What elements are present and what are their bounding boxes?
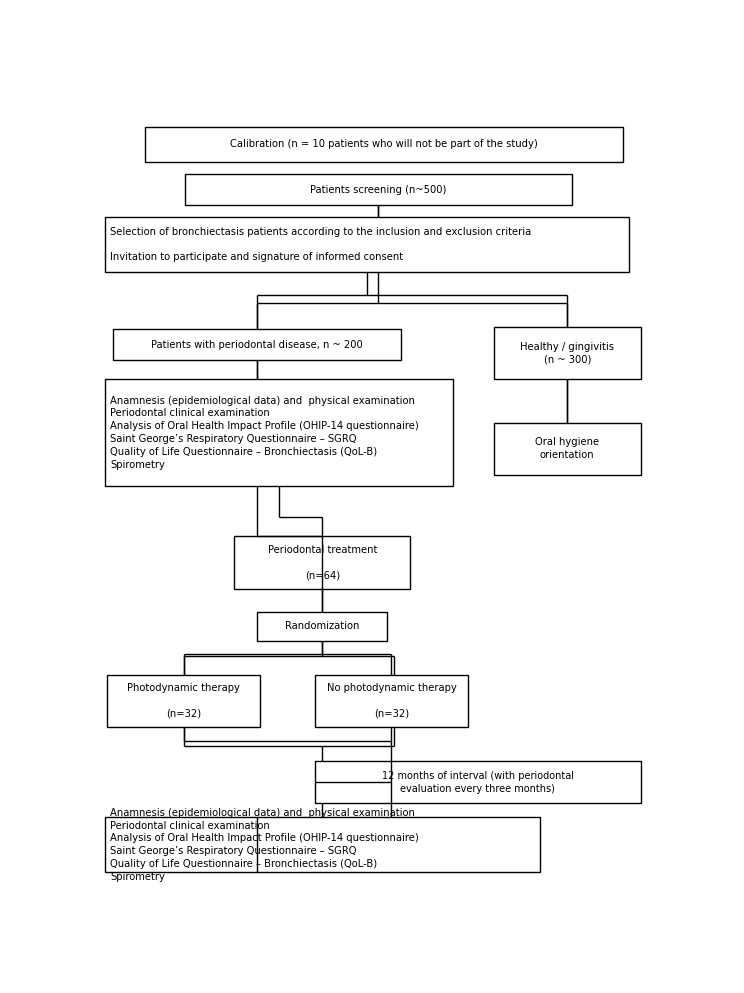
Text: Periodontal treatment

(n=64): Periodontal treatment (n=64): [268, 545, 377, 581]
Text: Patients with periodontal disease, n ~ 200: Patients with periodontal disease, n ~ 2…: [152, 340, 363, 350]
FancyBboxPatch shape: [104, 817, 540, 872]
Text: Anamnesis (epidemiological data) and  physical examination
Periodontal clinical : Anamnesis (epidemiological data) and phy…: [110, 395, 419, 470]
Text: Healthy / gingivitis
(n ~ 300): Healthy / gingivitis (n ~ 300): [520, 342, 615, 364]
Text: Patients screening (n~500): Patients screening (n~500): [310, 185, 446, 195]
FancyBboxPatch shape: [234, 536, 410, 590]
Text: Selection of bronchiectasis patients according to the inclusion and exclusion cr: Selection of bronchiectasis patients acc…: [110, 226, 531, 262]
Text: Anamnesis (epidemiological data) and  physical examination
Periodontal clinical : Anamnesis (epidemiological data) and phy…: [110, 807, 419, 882]
FancyBboxPatch shape: [315, 675, 468, 727]
Text: Photodynamic therapy

(n=32): Photodynamic therapy (n=32): [127, 683, 240, 719]
FancyBboxPatch shape: [104, 217, 629, 272]
FancyBboxPatch shape: [104, 379, 453, 487]
FancyBboxPatch shape: [145, 127, 623, 162]
FancyBboxPatch shape: [107, 675, 260, 727]
Text: Oral hygiene
orientation: Oral hygiene orientation: [535, 437, 600, 460]
Text: Randomization: Randomization: [285, 621, 359, 632]
FancyBboxPatch shape: [494, 327, 641, 379]
FancyBboxPatch shape: [494, 423, 641, 475]
Text: 12 months of interval (with periodontal
evaluation every three months): 12 months of interval (with periodontal …: [382, 771, 574, 793]
FancyBboxPatch shape: [257, 612, 387, 640]
FancyBboxPatch shape: [113, 330, 402, 360]
FancyBboxPatch shape: [315, 762, 641, 803]
Text: No photodynamic therapy

(n=32): No photodynamic therapy (n=32): [327, 683, 456, 719]
Text: Calibration (n = 10 patients who will not be part of the study): Calibration (n = 10 patients who will no…: [231, 139, 538, 149]
FancyBboxPatch shape: [185, 174, 571, 205]
